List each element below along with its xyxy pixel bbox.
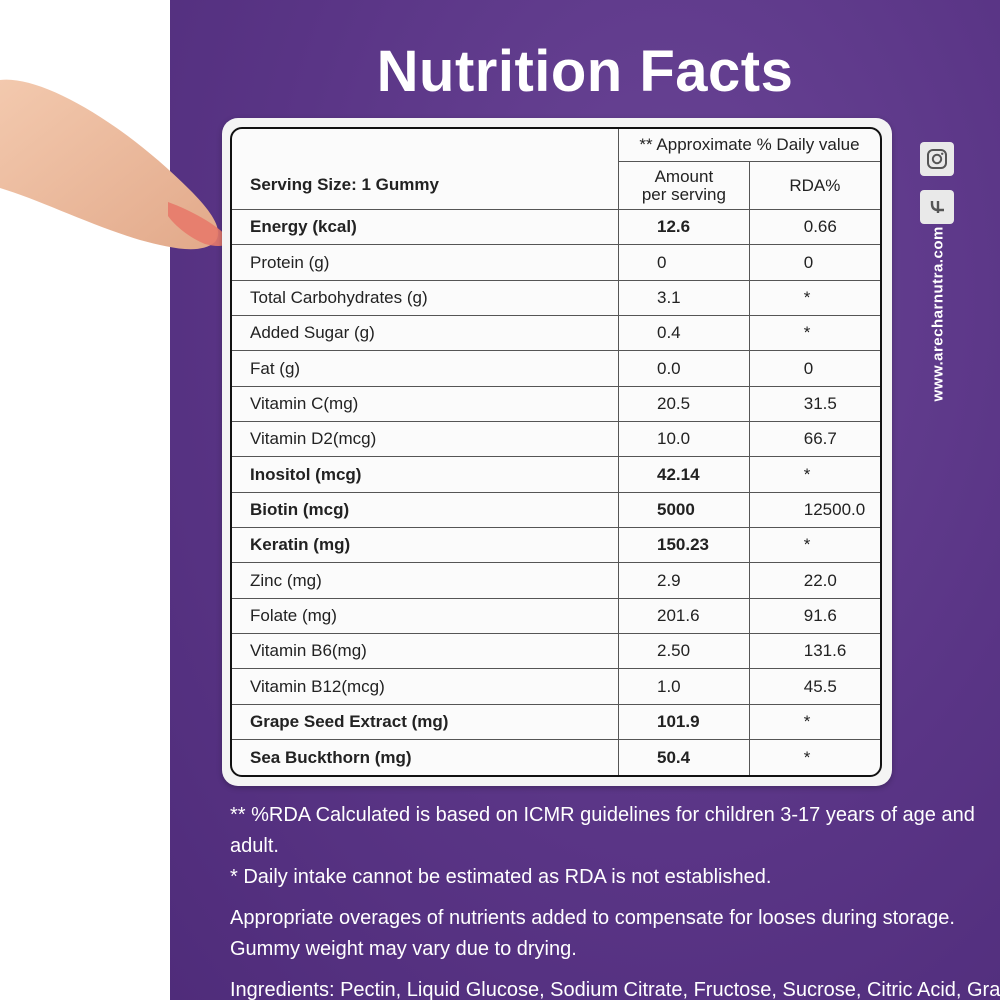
nutrition-table: ** Approximate % Daily value Serving Siz…: [230, 127, 882, 777]
nutrient-name: Protein (g): [232, 244, 619, 281]
nutrient-name: Fat (g): [232, 350, 619, 387]
footnote-daily-intake: * Daily intake cannot be estimated as RD…: [230, 866, 772, 888]
footnote-overages: Appropriate overages of nutrients added …: [230, 907, 955, 929]
nutrient-row: Protein (g) 0 0: [232, 244, 880, 281]
nutrient-amount: 150.23: [618, 527, 750, 564]
nutrient-amount: 2.50: [618, 633, 750, 670]
nutrient-name: Vitamin C(mg): [232, 385, 619, 423]
nutrient-name: Vitamin D2(mcg): [232, 421, 619, 458]
amount-header-line2: per serving: [641, 184, 726, 204]
nutrient-amount: 1.0: [618, 668, 750, 705]
nutrient-amount: 3.1: [618, 279, 750, 317]
approx-daily-header: ** Approximate % Daily value: [618, 129, 880, 163]
nutrient-row: Biotin (mcg) 5000 12500.0: [232, 491, 880, 529]
nutrient-name: Total Carbohydrates (g): [232, 279, 619, 317]
nutrient-amount: 201.6: [618, 597, 750, 635]
header-spacer: [232, 129, 619, 162]
nutrient-amount: 2.9: [618, 562, 750, 599]
nutrient-row: Fat (g) 0.0 0: [232, 350, 880, 387]
footnote-rda: ** %RDA Calculated is based on ICMR guid…: [230, 804, 975, 857]
nutrient-row: Added Sugar (g) 0.4 *: [232, 315, 880, 352]
nutrient-rda: *: [748, 739, 880, 775]
nutrient-rda: 31.5: [748, 385, 880, 423]
nutrient-amount: 101.9: [618, 703, 750, 741]
nutrient-row: Sea Buckthorn (mg) 50.4 *: [232, 739, 880, 775]
nutrient-amount: 5000: [618, 491, 750, 529]
amount-header-line1: Amount: [654, 166, 714, 186]
nutrient-rda: *: [748, 279, 880, 317]
nutrient-rda: 131.6: [748, 633, 880, 670]
facebook-icon[interactable]: [920, 190, 954, 224]
nutrient-name: Sea Buckthorn (mg): [232, 739, 619, 775]
nutrient-name: Folate (mg): [232, 597, 619, 635]
nutrient-amount: 0: [618, 244, 750, 281]
nutrient-row: Keratin (mg) 150.23 *: [232, 527, 880, 564]
nutrient-rda: 45.5: [748, 668, 880, 705]
rda-header: RDA%: [748, 161, 880, 210]
nutrient-rda: *: [748, 703, 880, 741]
nutrient-row: Vitamin D2(mcg) 10.0 66.7: [232, 421, 880, 458]
nutrient-rda: 0: [748, 244, 880, 281]
nutrient-name: Vitamin B6(mg): [232, 633, 619, 670]
nutrient-name: Vitamin B12(mcg): [232, 668, 619, 705]
nutrient-row: Total Carbohydrates (g) 3.1 *: [232, 279, 880, 317]
nutrient-rda: *: [748, 456, 880, 493]
nutrient-row: Inositol (mcg) 42.14 *: [232, 456, 880, 493]
nutrient-amount: 20.5: [618, 385, 750, 423]
page-title: Nutrition Facts: [376, 39, 794, 104]
nutrient-name: Inositol (mcg): [232, 456, 619, 493]
amount-header: Amount per serving: [618, 161, 750, 210]
nutrient-row: Vitamin B12(mcg) 1.0 45.5: [232, 668, 880, 705]
nutrient-amount: 42.14: [618, 456, 750, 493]
nutrient-row: Energy (kcal) 12.6 0.66: [232, 208, 880, 246]
nutrient-name: Biotin (mcg): [232, 491, 619, 529]
ingredients-text: Ingredients: Pectin, Liquid Glucose, Sod…: [230, 979, 1000, 1001]
website-url: www.arecharnutra.com: [929, 226, 947, 402]
finger-image: [0, 79, 229, 250]
social-icons: [920, 142, 956, 238]
nutrient-rda: 91.6: [748, 597, 880, 635]
nutrient-amount: 50.4: [618, 739, 750, 775]
nutrient-rda: *: [748, 315, 880, 352]
nutrient-amount: 0.4: [618, 315, 750, 352]
nutrient-amount: 0.0: [618, 350, 750, 387]
nutrient-name: Grape Seed Extract (mg): [232, 703, 619, 741]
nutrient-rda: 0: [748, 350, 880, 387]
nutrient-row: Vitamin B6(mg) 2.50 131.6: [232, 633, 880, 670]
nutrient-row: Zinc (mg) 2.9 22.0: [232, 562, 880, 599]
serving-size-label: Serving Size: 1 Gummy: [232, 161, 619, 210]
nutrient-amount: 10.0: [618, 421, 750, 458]
nutrient-rda: *: [748, 527, 880, 564]
nutrient-rda: 12500.0: [748, 491, 880, 529]
nutrient-name: Keratin (mg): [232, 527, 619, 564]
footnotes: ** %RDA Calculated is based on ICMR guid…: [230, 800, 1000, 1006]
nutrient-name: Added Sugar (g): [232, 315, 619, 352]
footnote-weight: Gummy weight may vary due to drying.: [230, 938, 577, 960]
nutrient-rda: 22.0: [748, 562, 880, 599]
nutrient-row: Vitamin C(mg) 20.5 31.5: [232, 385, 880, 423]
nutrient-rda: 0.66: [748, 208, 880, 246]
nutrient-row: Folate (mg) 201.6 91.6: [232, 597, 880, 635]
nutrient-name: Energy (kcal): [232, 208, 619, 246]
nutrient-name: Zinc (mg): [232, 562, 619, 599]
nutrient-amount: 12.6: [618, 208, 750, 246]
instagram-icon[interactable]: [920, 142, 954, 176]
nutrient-row: Grape Seed Extract (mg) 101.9 *: [232, 703, 880, 741]
nutrient-rda: 66.7: [748, 421, 880, 458]
